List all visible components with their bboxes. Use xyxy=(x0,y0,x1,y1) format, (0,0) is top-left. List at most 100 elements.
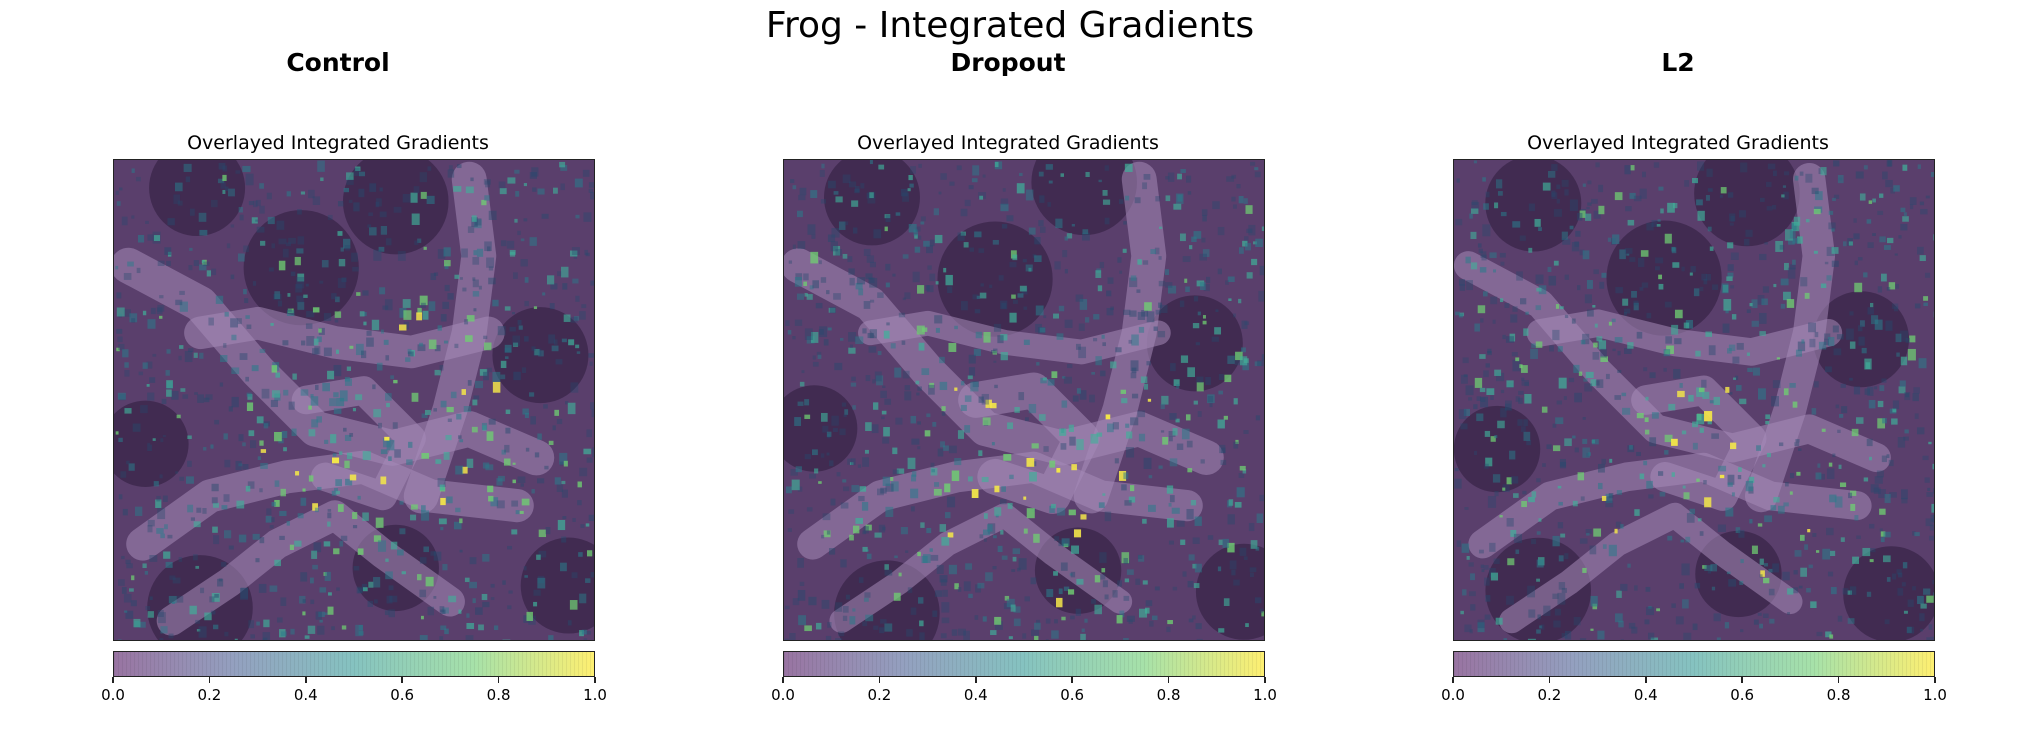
attribution-speck xyxy=(1062,250,1068,258)
pale-ridge xyxy=(958,372,1100,514)
attribution-speck xyxy=(218,162,226,170)
attribution-speck xyxy=(1828,462,1833,467)
attribution-speck xyxy=(1078,323,1085,331)
attribution-speck xyxy=(1932,514,1934,524)
attribution-speck xyxy=(242,165,251,173)
attribution-speck xyxy=(1753,619,1759,625)
attribution-speck xyxy=(1528,609,1536,618)
attribution-speck xyxy=(919,632,925,640)
attribution-speck xyxy=(1112,590,1118,598)
attribution-speck xyxy=(1633,300,1639,306)
attribution-speck xyxy=(1516,271,1523,281)
attribution-speck xyxy=(318,328,322,333)
attribution-speck xyxy=(907,587,913,593)
attribution-speck xyxy=(466,613,470,618)
attribution-speck xyxy=(475,607,483,615)
attribution-speck xyxy=(531,346,536,351)
attribution-speck xyxy=(941,602,950,613)
attribution-speck xyxy=(1239,465,1246,471)
attribution-speck xyxy=(159,315,163,319)
attribution-speck xyxy=(1789,472,1795,479)
attribution-speck xyxy=(1794,550,1802,557)
attribution-speck xyxy=(818,481,822,484)
attribution-speck xyxy=(1856,417,1864,424)
attribution-speck xyxy=(285,242,292,247)
attribution-speck xyxy=(954,325,958,330)
attribution-speck xyxy=(297,209,302,215)
attribution-speck xyxy=(873,229,882,239)
attribution-speck xyxy=(1692,442,1698,450)
attribution-speck xyxy=(812,280,819,289)
attribution-speck xyxy=(1772,563,1779,573)
attribution-speck xyxy=(843,414,847,417)
attribution-speck xyxy=(1679,583,1684,589)
attribution-speck xyxy=(296,295,304,303)
attribution-speck xyxy=(1187,367,1196,378)
attribution-speck xyxy=(223,433,228,440)
attribution-speck xyxy=(1764,242,1768,245)
dark-region xyxy=(149,160,246,237)
attribution-speck xyxy=(1903,436,1909,441)
attribution-speck xyxy=(327,214,333,220)
attribution-speck xyxy=(1026,457,1035,467)
attribution-speck xyxy=(1688,394,1694,402)
attribution-speck xyxy=(1517,419,1523,426)
attribution-speck xyxy=(1696,413,1705,425)
attribution-speck xyxy=(447,418,452,422)
attribution-speck xyxy=(286,191,291,197)
attribution-speck xyxy=(299,595,306,604)
attribution-speck xyxy=(943,267,947,273)
attribution-speck xyxy=(1629,192,1636,199)
attribution-speck xyxy=(315,384,319,390)
attribution-speck xyxy=(1793,570,1798,575)
attribution-speck xyxy=(804,328,813,340)
attribution-speck xyxy=(239,214,244,221)
attribution-speck xyxy=(1024,596,1030,602)
attribution-speck xyxy=(1039,327,1046,333)
attribution-speck xyxy=(173,194,181,204)
attribution-speck xyxy=(1698,387,1705,393)
attribution-speck xyxy=(278,260,286,271)
attribution-speck xyxy=(1468,397,1473,401)
attribution-speck xyxy=(177,200,183,206)
attribution-speck xyxy=(193,554,198,561)
attribution-speck xyxy=(827,234,836,243)
attribution-speck xyxy=(894,555,898,559)
attribution-speck xyxy=(794,276,802,287)
attribution-speck xyxy=(130,600,137,607)
attribution-speck xyxy=(893,592,901,601)
attribution-speck xyxy=(217,578,224,587)
attribution-speck xyxy=(1001,555,1008,560)
attribution-speck xyxy=(1548,275,1557,286)
attribution-speck xyxy=(902,297,906,301)
attribution-speck xyxy=(1596,336,1603,342)
attribution-speck xyxy=(979,292,987,299)
attribution-speck xyxy=(1671,472,1675,477)
attribution-speck xyxy=(1192,615,1196,620)
attribution-speck xyxy=(158,612,166,624)
attribution-speck xyxy=(1499,298,1504,303)
attribution-speck xyxy=(1764,515,1773,523)
attribution-speck xyxy=(1138,555,1145,562)
attribution-speck xyxy=(843,486,850,492)
attribution-speck xyxy=(1460,610,1464,615)
attribution-speck xyxy=(336,349,339,354)
attribution-speck xyxy=(1907,348,1916,361)
attribution-speck xyxy=(226,243,231,249)
attribution-speck xyxy=(274,431,282,442)
attribution-speck xyxy=(1721,283,1729,294)
attribution-speck xyxy=(994,161,999,168)
attribution-speck xyxy=(1633,195,1642,202)
attribution-speck xyxy=(1157,330,1166,338)
attribution-speck xyxy=(131,215,135,219)
attribution-speck xyxy=(1645,586,1651,592)
attribution-speck xyxy=(1238,473,1245,478)
attribution-speck xyxy=(849,534,854,541)
attribution-speck xyxy=(1917,595,1924,605)
attribution-speck xyxy=(419,635,428,640)
attribution-speck xyxy=(797,558,804,568)
attribution-speck xyxy=(1683,632,1692,640)
attribution-speck xyxy=(918,163,922,168)
attribution-speck xyxy=(1685,536,1691,543)
attribution-speck xyxy=(1002,188,1006,192)
